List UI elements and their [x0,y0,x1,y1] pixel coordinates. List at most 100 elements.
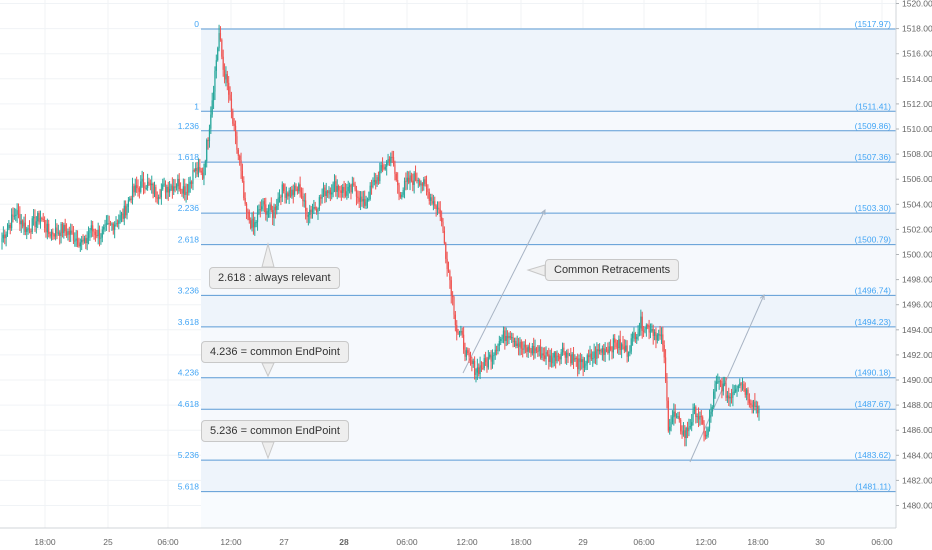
candle-body [170,185,172,189]
candle-body [68,231,70,235]
fib-price-label: (1487.67) [855,399,892,409]
candle-body [262,201,264,207]
candle-body [294,185,296,195]
candle-body [744,388,746,395]
time-tick-label: 30 [815,537,825,547]
trend-lines[interactable] [462,208,765,463]
candle-body [20,220,22,225]
price-tick-label: 1496.00 [902,300,932,310]
candle-body [741,384,744,386]
fib-zone [201,491,896,528]
candle-body [258,209,260,214]
candle-body [247,211,249,213]
candle-body [164,183,167,193]
candle-body [160,189,162,198]
candle-body [104,224,106,227]
time-axis[interactable]: 18:00 25 06:00 12:00 27 28 06:00 12:00 18:00 29 06… [0,527,932,550]
fib-ratio-label: 4.618 [178,399,200,409]
candle-body [239,155,241,161]
trend-line[interactable] [462,209,546,374]
candle-body [181,190,183,194]
price-tick-label: 1510.00 [902,124,932,134]
candle-body [504,330,506,341]
candle-body [541,353,543,358]
fib-zone [201,377,896,410]
candle-body [748,399,750,404]
trend-line[interactable] [689,294,765,463]
candle-body [340,190,342,193]
candle-body [467,350,469,354]
time-tick-label: 06:00 [633,537,655,547]
candle-body [434,201,436,206]
price-tick-label: 1508.00 [902,149,932,159]
candle-body [548,354,550,362]
candle-body [362,199,364,202]
candle-body [79,242,81,247]
fib-extension-lines[interactable]: 0 (1517.97) 1 (1511.41) 1.236 (1509.86) 1.618 (… [178,19,896,493]
candle-body [452,295,454,298]
callout-5236-endpoint[interactable]: 5.236 = common EndPoint [201,420,349,442]
callout-common-retracements[interactable]: Common Retracements [545,259,680,281]
candle-body [711,407,713,412]
candle-body [386,161,388,167]
candle-body [465,350,467,357]
candle-body [203,167,205,179]
candle-body [531,345,533,354]
fib-ratio-label: 3.236 [178,285,200,295]
candle-body [563,347,565,353]
candle-body [53,234,55,237]
candle-body [401,194,403,198]
candle-body [405,180,407,182]
candle-body [644,329,646,332]
candle-body [715,381,718,385]
candle-body [614,338,616,343]
candle-body [546,352,549,355]
time-tick-label: 06:00 [396,537,418,547]
candle-body [686,427,689,432]
candle-body [673,411,675,418]
price-tick-label: 1512.00 [902,99,932,109]
candle-body [653,332,656,336]
candle-body [65,231,68,236]
fib-ratio-label: 1.236 [178,121,200,131]
candle-body [283,184,285,191]
trend-arrowhead [759,293,765,301]
candle-body [658,334,660,336]
candle-body [287,193,289,197]
candle-body [373,180,375,182]
candle-body [140,181,142,192]
candle-body [256,213,259,223]
candle-body [96,235,98,237]
candle-body [740,383,742,385]
candle-body [421,183,424,186]
callout-always-relevant[interactable]: 2.618 : always relevant [209,267,340,289]
candle-body [379,170,381,182]
callout-4236-endpoint[interactable]: 4.236 = common EndPoint [201,341,349,363]
candle-body [86,237,88,244]
candle-body [629,351,631,354]
price-tick-label: 1488.00 [902,400,932,410]
candle-body [456,325,458,333]
candle-body [549,355,551,362]
candle-body [210,114,212,129]
candle-body [522,348,524,350]
candle-body [244,198,246,204]
time-tick-label: 18:00 [34,537,56,547]
candle-body [190,181,193,184]
candle-body [707,428,709,435]
candle-body [520,341,522,349]
candle-body [343,186,345,192]
candle-body [155,187,157,198]
candle-body [8,224,10,229]
candle-body [27,228,29,230]
candle-body [265,204,267,215]
candle-body [23,222,25,227]
price-axis[interactable]: 1480.00 1482.00 1484.00 1486.00 1488.00 1490.… [895,0,932,550]
candle-body [245,203,248,212]
candle-body [174,186,176,188]
callout-pointer [261,441,275,460]
candle-body [501,337,503,340]
candle-body [211,100,213,115]
candle-body [19,214,21,225]
